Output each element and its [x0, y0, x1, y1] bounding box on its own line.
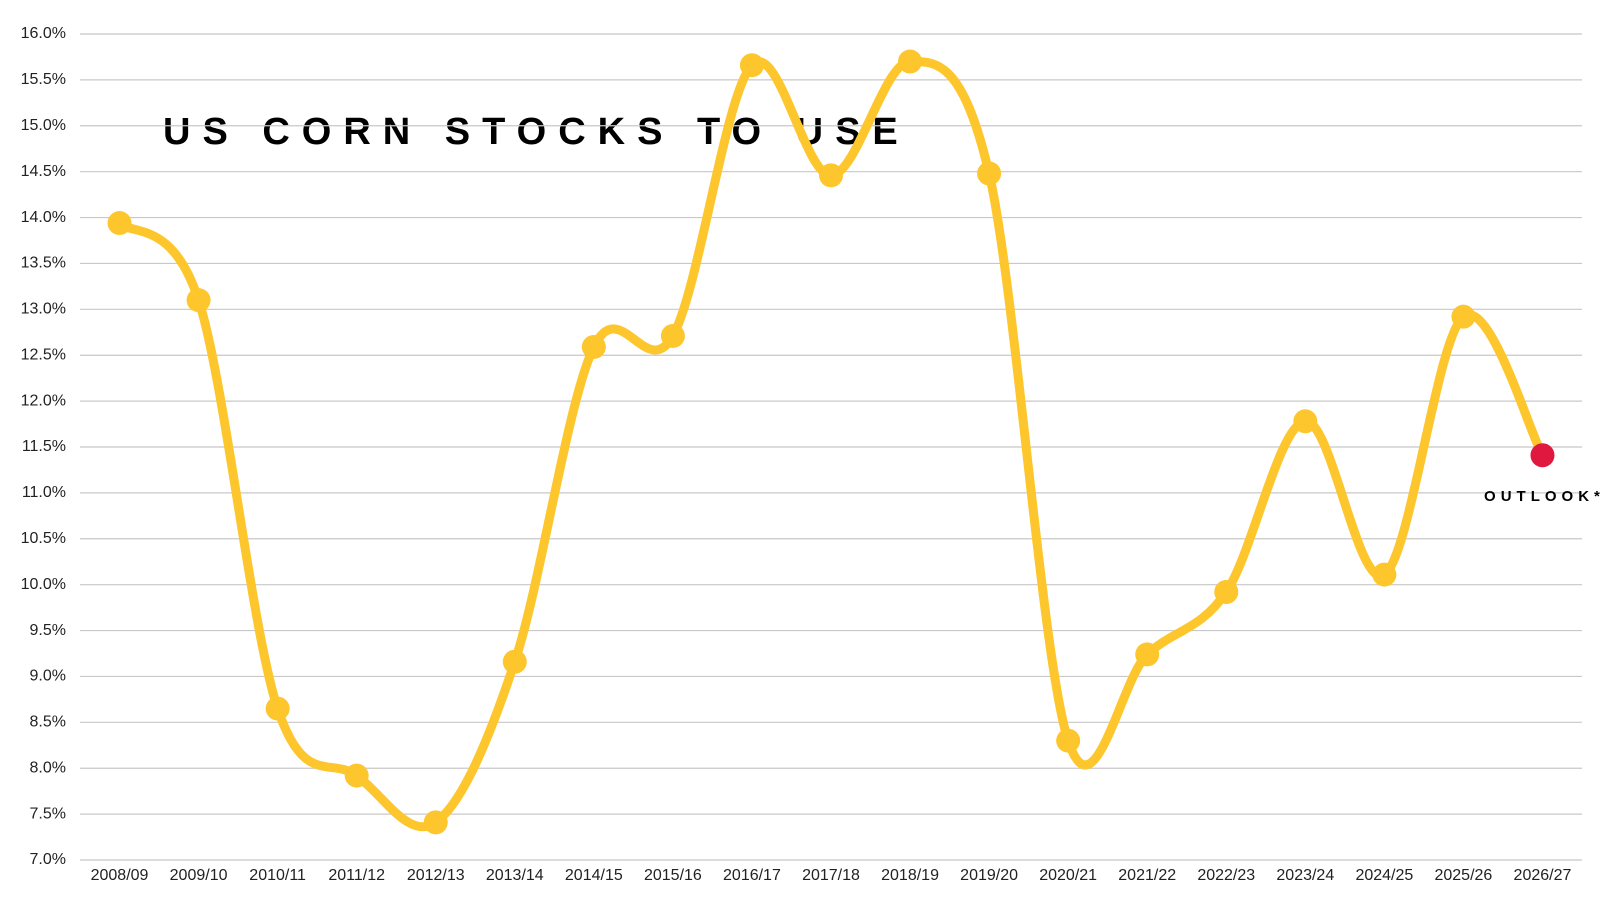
y-tick-label: 14.5%	[21, 163, 66, 180]
x-tick-label: 2015/16	[644, 867, 702, 884]
y-tick-label: 13.0%	[21, 301, 66, 318]
point	[186, 288, 211, 313]
y-tick-label: 13.5%	[21, 255, 66, 272]
point	[1293, 409, 1318, 434]
y-tick-label: 15.5%	[21, 71, 66, 88]
point	[1372, 562, 1397, 587]
x-tick-label: 2020/21	[1039, 867, 1097, 884]
point	[898, 49, 923, 74]
x-tick-label: 2019/20	[960, 867, 1018, 884]
x-tick-label: 2016/17	[723, 867, 781, 884]
y-tick-label: 12.0%	[21, 392, 66, 409]
x-tick-label: 2022/23	[1197, 867, 1255, 884]
point	[107, 211, 132, 236]
y-tick-label: 7.0%	[30, 851, 66, 868]
x-tick-label: 2010/11	[249, 867, 306, 884]
x-tick-label: 2018/19	[881, 867, 939, 884]
y-tick-label: 9.0%	[30, 668, 66, 685]
chart-title: US CORN STOCKS TO USE	[163, 111, 910, 153]
point	[423, 810, 448, 835]
point	[1451, 304, 1476, 329]
y-tick-label: 7.5%	[30, 805, 66, 822]
point	[344, 763, 369, 788]
y-tick-label: 12.5%	[21, 346, 66, 363]
x-tick-label: 2012/13	[407, 867, 465, 884]
x-tick-label: 2008/09	[91, 867, 149, 884]
x-tick-label: 2021/22	[1118, 867, 1176, 884]
point	[739, 53, 764, 78]
x-tick-label: 2025/26	[1434, 867, 1492, 884]
y-tick-label: 9.5%	[30, 622, 66, 639]
point	[502, 649, 527, 674]
y-tick-label: 8.0%	[30, 759, 66, 776]
point	[977, 161, 1002, 186]
x-tick-label: 2014/15	[565, 867, 623, 884]
y-tick-label: 14.0%	[21, 209, 66, 226]
point	[1135, 642, 1160, 667]
point	[660, 323, 685, 348]
y-tick-label: 11.0%	[22, 484, 66, 501]
point	[1530, 443, 1555, 468]
y-tick-label: 16.0%	[21, 25, 66, 42]
x-tick-label: 2026/27	[1514, 867, 1572, 884]
x-tick-label: 2013/14	[486, 867, 544, 884]
point	[1056, 728, 1081, 753]
point	[819, 163, 843, 188]
x-tick-label: 2023/24	[1276, 867, 1334, 884]
y-tick-label: 10.5%	[21, 530, 66, 547]
y-tick-label: 11.5%	[22, 438, 66, 455]
point	[265, 696, 290, 721]
x-tick-label: 2024/25	[1355, 867, 1413, 884]
y-tick-label: 15.0%	[21, 117, 66, 134]
x-tick-label: 2011/12	[328, 867, 385, 884]
y-tick-label: 10.0%	[21, 576, 66, 593]
x-tick-label: 2017/18	[802, 867, 860, 884]
point	[581, 334, 606, 359]
annotation: OUTLOOK*	[1484, 488, 1600, 505]
x-tick-label: 2009/10	[170, 867, 228, 884]
y-tick-label: 8.5%	[30, 714, 66, 731]
point	[1214, 580, 1239, 605]
